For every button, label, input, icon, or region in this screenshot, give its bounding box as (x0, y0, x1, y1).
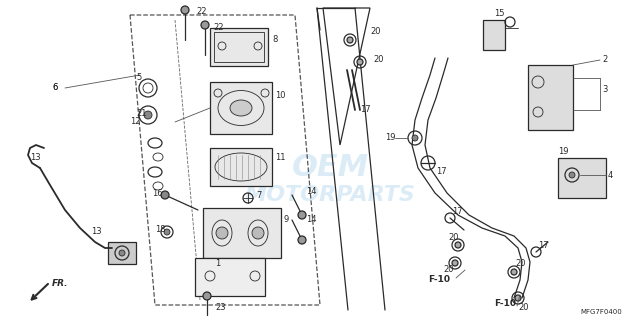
Text: 14: 14 (306, 187, 317, 196)
Circle shape (216, 227, 228, 239)
Bar (210, 148, 272, 186)
Bar (528, 65, 573, 130)
Text: MOTORPARTS: MOTORPARTS (245, 185, 415, 205)
Text: F-10: F-10 (428, 275, 450, 284)
Text: 21: 21 (136, 108, 147, 117)
Text: 7: 7 (256, 192, 262, 201)
Text: 20: 20 (515, 259, 526, 268)
Bar (210, 82, 272, 134)
Text: 13: 13 (30, 153, 40, 162)
Bar (195, 258, 265, 296)
Text: MFG7F0400: MFG7F0400 (580, 309, 622, 315)
Bar (203, 208, 281, 258)
Circle shape (455, 242, 461, 248)
Bar (558, 158, 606, 198)
Circle shape (144, 111, 152, 119)
Text: 20: 20 (373, 56, 383, 65)
Bar (483, 20, 505, 50)
Bar (108, 242, 136, 264)
Text: 2: 2 (602, 56, 607, 65)
Circle shape (119, 250, 125, 256)
Circle shape (515, 295, 521, 301)
Text: 11: 11 (275, 153, 285, 162)
Text: 17: 17 (452, 207, 463, 216)
Text: 20: 20 (443, 265, 453, 274)
Text: 4: 4 (608, 170, 613, 179)
Text: FR.: FR. (52, 279, 69, 288)
Text: 22: 22 (213, 22, 224, 31)
Text: 3: 3 (602, 85, 608, 94)
Circle shape (298, 211, 306, 219)
Text: 15: 15 (494, 10, 504, 19)
Text: 18: 18 (155, 225, 165, 235)
Text: 17: 17 (436, 168, 447, 177)
Text: 20: 20 (448, 233, 458, 242)
Text: 23: 23 (215, 303, 226, 313)
Text: 6: 6 (52, 83, 58, 92)
Text: 12: 12 (130, 117, 140, 126)
Text: 19: 19 (385, 134, 395, 143)
Text: 6: 6 (52, 83, 58, 92)
Text: 8: 8 (272, 36, 278, 45)
Text: 5: 5 (136, 74, 141, 82)
Text: 1: 1 (215, 259, 221, 268)
Text: 20: 20 (518, 303, 528, 313)
Text: 20: 20 (370, 28, 381, 37)
Text: 16: 16 (152, 188, 163, 197)
Circle shape (452, 260, 458, 266)
Circle shape (252, 227, 264, 239)
Circle shape (164, 229, 170, 235)
Bar (210, 28, 268, 66)
Text: 13: 13 (91, 228, 102, 237)
Bar (214, 32, 264, 62)
Text: 14: 14 (306, 215, 317, 224)
Circle shape (201, 21, 209, 29)
Circle shape (357, 59, 363, 65)
Circle shape (347, 37, 353, 43)
Text: 17: 17 (360, 106, 370, 115)
Text: 10: 10 (275, 91, 285, 100)
Text: 17: 17 (538, 241, 549, 250)
Text: 22: 22 (196, 7, 206, 16)
Text: F-10: F-10 (494, 299, 516, 308)
Circle shape (298, 236, 306, 244)
Circle shape (511, 269, 517, 275)
Text: OEM: OEM (292, 153, 369, 183)
Circle shape (412, 135, 418, 141)
Circle shape (181, 6, 189, 14)
Text: 9: 9 (283, 215, 288, 224)
Circle shape (203, 292, 211, 300)
Text: 19: 19 (558, 148, 569, 157)
Circle shape (569, 172, 575, 178)
Circle shape (161, 191, 169, 199)
Ellipse shape (230, 100, 252, 116)
